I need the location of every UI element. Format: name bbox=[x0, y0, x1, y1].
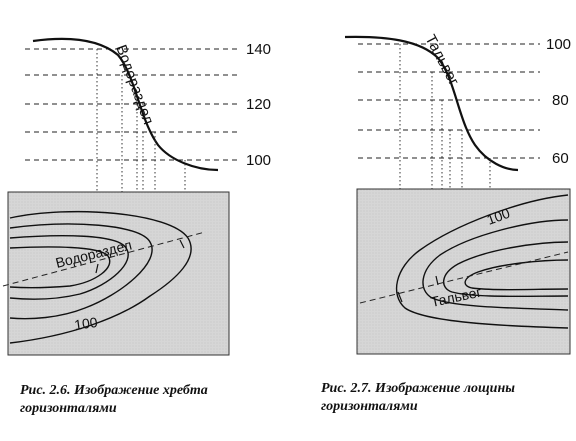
figure-hollow: 100 80 60 Тальвег Тальвег 100 bbox=[344, 32, 571, 355]
ridge-profile-label: Водораздел bbox=[112, 43, 157, 127]
ridge-plan-map bbox=[7, 191, 230, 356]
contour-line bbox=[9, 223, 153, 320]
hollow-level-lines bbox=[358, 43, 540, 159]
contour-line bbox=[395, 194, 569, 329]
ridge-profile-curve bbox=[32, 37, 219, 172]
level-label-120: 120 bbox=[246, 96, 271, 113]
figure-ridge: 140 120 100 Водораздел Водораздел bbox=[2, 37, 271, 356]
level-label-80: 80 bbox=[552, 92, 569, 109]
hollow-tick-marks bbox=[397, 275, 439, 303]
hollow-axis-line bbox=[359, 251, 569, 304]
contour-line bbox=[9, 235, 129, 300]
tick-mark bbox=[397, 291, 403, 303]
level-label-60: 60 bbox=[552, 150, 569, 167]
hollow-contour-label: 100 bbox=[485, 205, 513, 228]
ridge-contour-label: 100 bbox=[73, 314, 99, 333]
tick-mark bbox=[95, 263, 99, 274]
level-label-140: 140 bbox=[246, 41, 271, 58]
ridge-caption: Рис. 2.6. Изображение хребта горизонталя… bbox=[20, 383, 208, 416]
contour-line bbox=[422, 219, 569, 311]
contour-line bbox=[443, 241, 569, 298]
contour-line bbox=[9, 246, 111, 289]
tick-mark bbox=[179, 239, 185, 249]
level-label-100: 100 bbox=[246, 152, 271, 169]
contour-line bbox=[464, 259, 569, 291]
hollow-plan-map bbox=[356, 188, 571, 355]
hollow-profile-curve bbox=[344, 35, 519, 172]
level-label-100: 100 bbox=[546, 36, 571, 53]
hollow-caption: Рис. 2.7. Изображение лощины горизонталя… bbox=[321, 381, 515, 414]
hollow-contours bbox=[395, 194, 569, 329]
tick-mark bbox=[435, 275, 439, 286]
hollow-profile-label: Тальвег bbox=[421, 32, 462, 89]
ridge-axis-line bbox=[2, 231, 206, 287]
contour-line bbox=[9, 210, 192, 344]
ridge-contours bbox=[9, 210, 192, 344]
ridge-tick-marks bbox=[95, 239, 185, 274]
